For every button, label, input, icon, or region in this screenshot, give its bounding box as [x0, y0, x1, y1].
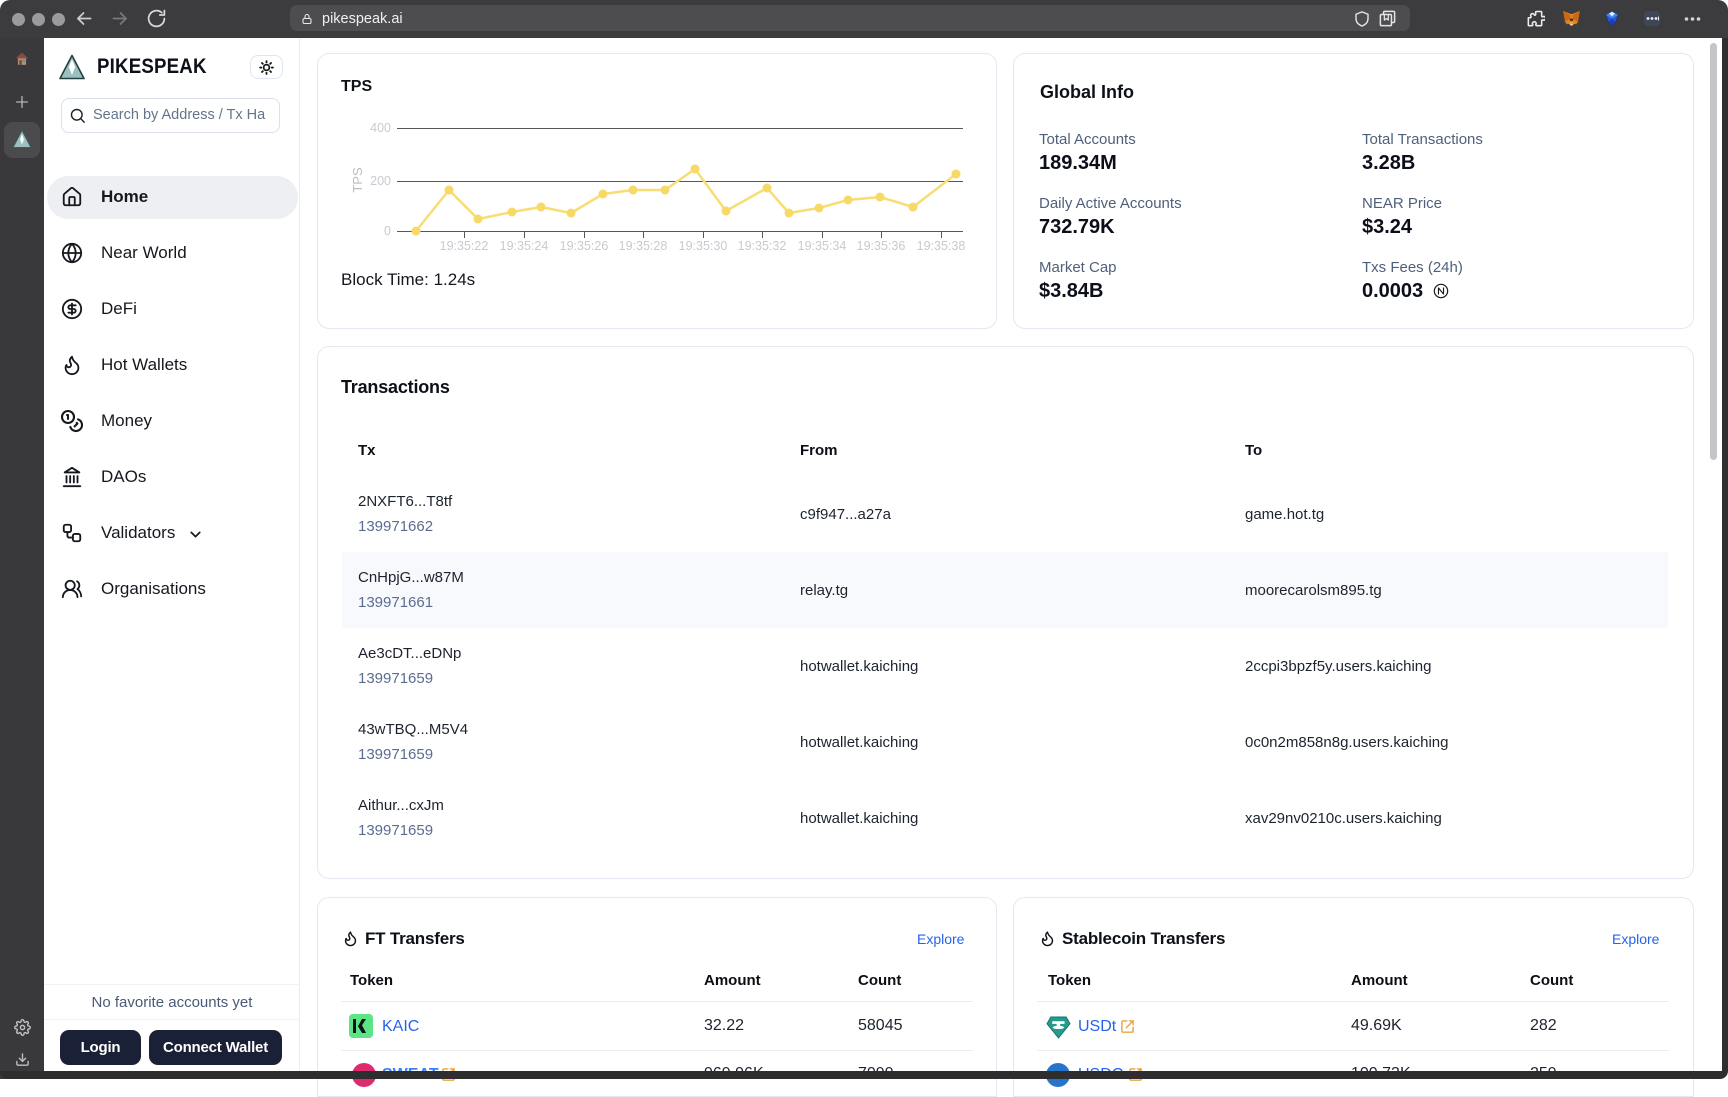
svg-text:0: 0	[384, 224, 391, 238]
svg-text:19:35:30: 19:35:30	[679, 239, 728, 253]
svg-text:400: 400	[370, 121, 391, 135]
svg-text:19:35:26: 19:35:26	[560, 239, 609, 253]
svg-text:19:35:24: 19:35:24	[500, 239, 549, 253]
svg-text:19:35:34: 19:35:34	[798, 239, 847, 253]
svg-text:19:35:36: 19:35:36	[857, 239, 906, 253]
svg-text:TPS: TPS	[350, 167, 365, 193]
svg-text:19:35:38: 19:35:38	[917, 239, 966, 253]
svg-text:19:35:32: 19:35:32	[738, 239, 787, 253]
svg-text:19:35:28: 19:35:28	[619, 239, 668, 253]
svg-text:19:35:22: 19:35:22	[440, 239, 489, 253]
svg-text:200: 200	[370, 174, 391, 188]
